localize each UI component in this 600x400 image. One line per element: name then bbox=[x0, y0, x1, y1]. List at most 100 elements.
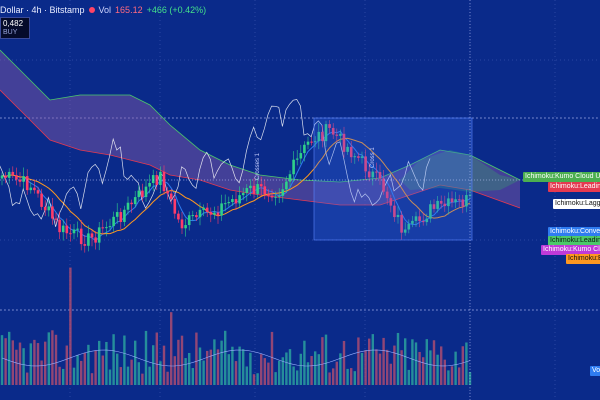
volume-bars bbox=[0, 267, 472, 385]
candle-body bbox=[342, 133, 346, 152]
volume-bar bbox=[80, 360, 83, 385]
volume-bar bbox=[101, 355, 104, 385]
candle-body bbox=[97, 227, 101, 243]
indicator-tag-base[interactable]: Ichimoku:Base bbox=[566, 254, 600, 264]
volume-bar bbox=[263, 358, 266, 385]
volume-bar bbox=[62, 368, 65, 385]
candle-body bbox=[321, 131, 324, 142]
volume-bar bbox=[134, 340, 137, 385]
volume-bar bbox=[98, 340, 101, 385]
indicator-tag-conversion[interactable]: Ichimoku:Conversion bbox=[548, 227, 600, 237]
candle-body bbox=[94, 237, 97, 243]
candle-body bbox=[429, 204, 432, 219]
candle-body bbox=[331, 127, 335, 135]
candle-body bbox=[180, 219, 184, 229]
volume-bar bbox=[375, 349, 378, 385]
volume-bar bbox=[296, 370, 299, 385]
volume-bar bbox=[166, 371, 169, 385]
volume-bar bbox=[202, 360, 205, 385]
kumo-cloud bbox=[0, 50, 520, 208]
volume-bar bbox=[458, 367, 461, 385]
volume-bar bbox=[83, 352, 86, 385]
volume-bar bbox=[292, 366, 295, 385]
volume-bar bbox=[350, 368, 353, 385]
candle-body bbox=[432, 204, 436, 209]
volume-bar bbox=[346, 368, 349, 385]
volume-bar bbox=[382, 337, 385, 385]
candle-body bbox=[252, 185, 256, 194]
volume-bar bbox=[461, 346, 464, 385]
candle-body bbox=[281, 189, 285, 196]
candle-body bbox=[187, 215, 191, 226]
candle-body bbox=[277, 195, 281, 197]
candle-body bbox=[173, 198, 177, 214]
candle-body bbox=[205, 207, 209, 212]
candle-body bbox=[43, 206, 47, 211]
volume-bar bbox=[195, 332, 198, 385]
indicator-tag-lagging[interactable]: Ichimoku:Lagging bbox=[553, 199, 600, 209]
leading-span-b-line bbox=[0, 89, 521, 209]
volume-bar bbox=[126, 366, 130, 385]
volume-bar bbox=[328, 372, 331, 385]
chart-marker: Crosses 1 bbox=[255, 152, 261, 180]
candle-body bbox=[108, 226, 112, 228]
symbol-title[interactable]: Dollar · 4h · Bitstamp bbox=[0, 5, 85, 15]
candle-body bbox=[177, 213, 180, 220]
volume-bar bbox=[299, 353, 302, 385]
volume-bar bbox=[94, 350, 97, 385]
candle-body bbox=[285, 181, 288, 190]
indicator-tag-volume[interactable]: Vol bbox=[590, 366, 600, 376]
volume-bar bbox=[148, 366, 151, 385]
indicator-tag-kumo-lo[interactable]: Ichimoku:Kumo Cloud Lo bbox=[541, 245, 600, 255]
candle-body bbox=[216, 212, 220, 216]
volume-bar bbox=[11, 340, 14, 385]
candle-body bbox=[385, 191, 389, 199]
candle-body bbox=[324, 124, 328, 142]
volume-bar bbox=[116, 353, 119, 385]
candle-body bbox=[65, 225, 69, 234]
candle-body bbox=[148, 183, 151, 187]
lagging-span-line bbox=[0, 99, 431, 227]
candle-body bbox=[159, 171, 162, 186]
ichimoku-cloud bbox=[0, 49, 521, 209]
candle-body bbox=[33, 187, 36, 191]
volume-bar bbox=[105, 341, 108, 385]
indicator-tag-leading-b[interactable]: Ichimoku:Leading bbox=[548, 182, 600, 192]
volume-bar bbox=[252, 374, 256, 385]
volume-bar bbox=[386, 349, 389, 385]
volume-bar bbox=[432, 340, 436, 385]
indicator-tag-leading-a[interactable]: Ichimoku:Leading bbox=[548, 236, 600, 246]
volume-bar bbox=[339, 353, 342, 385]
volume-bar bbox=[285, 352, 288, 385]
volume-bar bbox=[72, 367, 76, 385]
price-value: 0,482 bbox=[3, 19, 24, 28]
volume-bar bbox=[256, 373, 259, 385]
volume-bar bbox=[40, 360, 43, 385]
volume-bar bbox=[123, 335, 126, 385]
candle-body bbox=[198, 209, 202, 218]
volume-bar bbox=[288, 349, 292, 385]
candle-body bbox=[339, 133, 342, 136]
candle-body bbox=[249, 185, 252, 189]
candle-body bbox=[389, 198, 393, 206]
candle-body bbox=[166, 191, 169, 194]
volume-bar bbox=[425, 339, 428, 385]
candle-body bbox=[292, 159, 295, 175]
highlight-range[interactable] bbox=[313, 117, 473, 241]
buy-label: BUY bbox=[3, 29, 18, 36]
volume-bar bbox=[216, 349, 220, 385]
candle-body bbox=[29, 187, 33, 191]
candle-body bbox=[151, 175, 155, 184]
volume-bar bbox=[54, 334, 58, 385]
candle-body bbox=[133, 197, 137, 205]
kumo-cloud-bull bbox=[400, 150, 520, 192]
indicator-tag-kumo-up[interactable]: Ichimoku:Kumo Cloud Up bbox=[523, 172, 600, 182]
price-box[interactable]: 0,482 BUY bbox=[0, 17, 30, 39]
volume-bar bbox=[15, 349, 18, 385]
price-change: +466 (+0.42%) bbox=[146, 5, 207, 15]
candle-body bbox=[299, 153, 303, 159]
volume-bar bbox=[119, 367, 122, 385]
